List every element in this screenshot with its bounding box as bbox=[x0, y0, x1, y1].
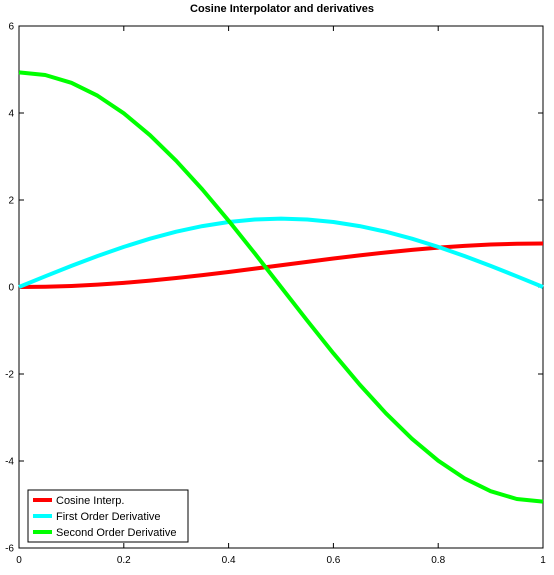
y-tick-label: 4 bbox=[8, 109, 14, 120]
x-tick-label: 0.8 bbox=[431, 555, 445, 566]
y-tick-label: 2 bbox=[8, 196, 14, 207]
axes-layer: 0 0.2 0.4 0.6 0.8 1 -6 -4 -2 0 2 4 6 bbox=[5, 22, 546, 567]
legend-label-first-order-derivative: First Order Derivative bbox=[56, 511, 161, 523]
series-line-first-order-derivative bbox=[18, 216, 544, 289]
series-layer bbox=[18, 70, 544, 504]
x-tick-label: 0.6 bbox=[326, 555, 340, 566]
y-tick-label: 6 bbox=[8, 22, 14, 33]
y-tick-label: 0 bbox=[8, 283, 14, 294]
x-tick-label: 0.2 bbox=[117, 555, 131, 566]
legend: Cosine Interp. First Order Derivative Seco… bbox=[27, 489, 189, 543]
y-tick-label: -4 bbox=[5, 457, 14, 468]
x-tick-label: 0 bbox=[16, 555, 22, 566]
legend-label-cosine-interp: Cosine Interp. bbox=[56, 495, 124, 507]
legend-label-second-order-derivative: Second Order Derivative bbox=[56, 527, 176, 539]
x-tick-label: 0.4 bbox=[222, 555, 236, 566]
legend-box bbox=[27, 489, 189, 543]
y-tick-label: -6 bbox=[5, 544, 14, 555]
series-line-cosine-interp bbox=[18, 241, 544, 289]
series-line-second-order-derivative bbox=[18, 70, 544, 504]
chart-title: Cosine Interpolator and derivatives bbox=[190, 3, 374, 15]
x-tick-label: 1 bbox=[540, 555, 546, 566]
y-tick-label: -2 bbox=[5, 370, 14, 381]
